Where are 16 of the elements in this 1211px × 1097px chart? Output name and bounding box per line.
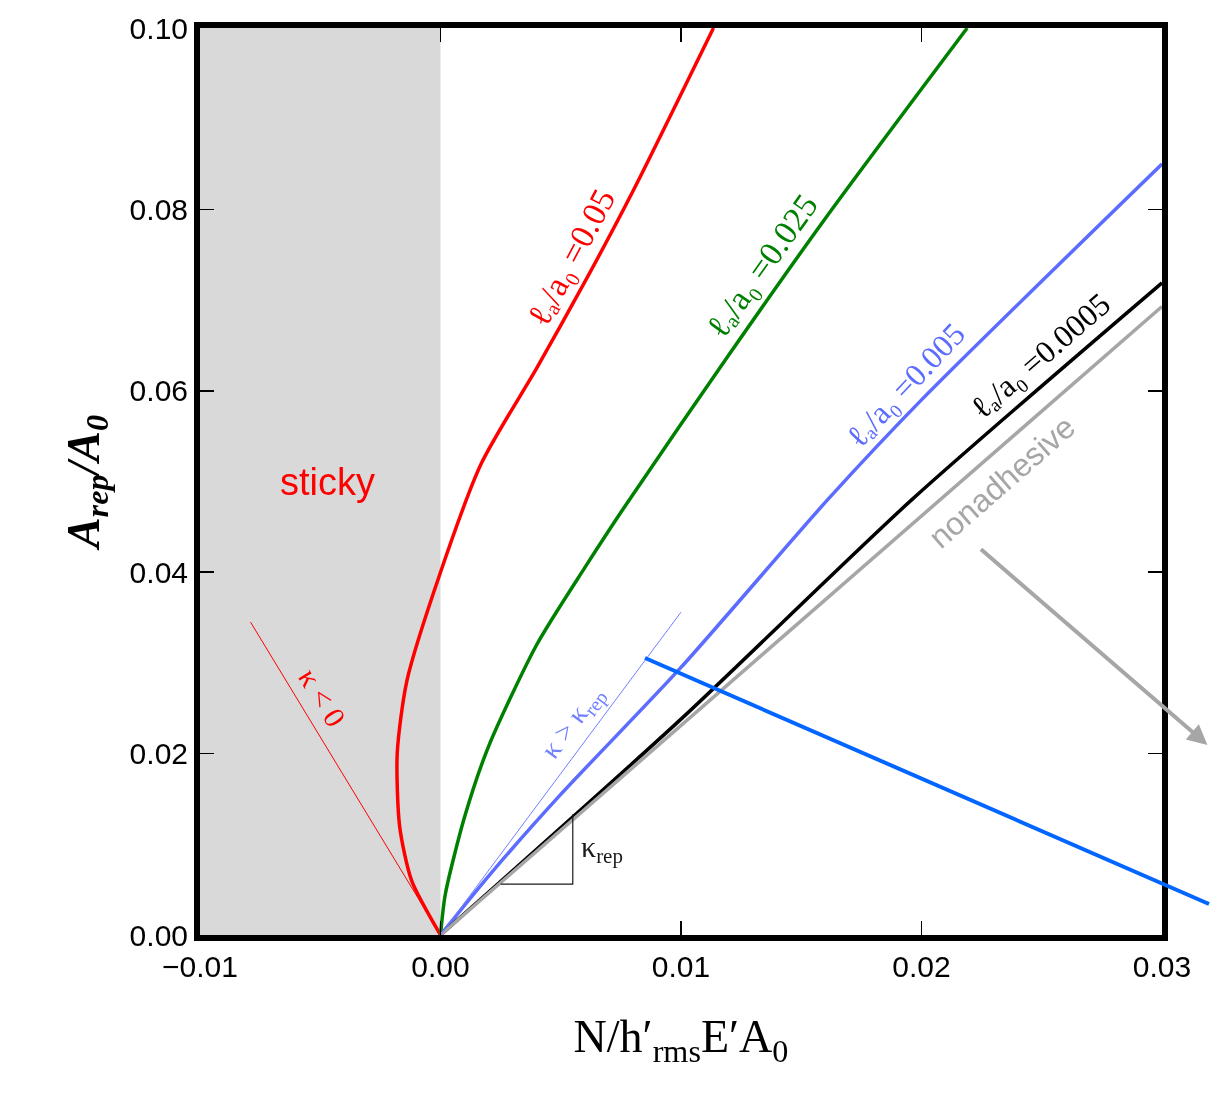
series-label: κ$_{rep}$: [581, 830, 623, 869]
x-tick-label: −0.01: [162, 950, 238, 983]
y-tick-label: 0.06: [129, 374, 188, 408]
text: ℓₐ/a₀ =0.05: [519, 182, 623, 333]
band-label: sticky: [280, 461, 375, 503]
x-axis-title: N/h′$_{rms}$E′A$_{0}$: [573, 1011, 789, 1069]
x-tick-label: 0.00: [411, 950, 470, 983]
y-tick-label: 0.10: [129, 11, 188, 45]
y-tick-label: 0.02: [129, 737, 188, 771]
x-tick-label: 0.03: [1132, 950, 1192, 983]
y-tick-label: 0.08: [129, 192, 188, 226]
x-tick-label: 0.01: [651, 950, 711, 983]
text: κ < 0: [292, 662, 353, 733]
y-tick-label: 0.04: [129, 555, 188, 589]
y-tick-label: 0.00: [129, 918, 188, 952]
x-tick-label: 0.02: [892, 950, 951, 983]
